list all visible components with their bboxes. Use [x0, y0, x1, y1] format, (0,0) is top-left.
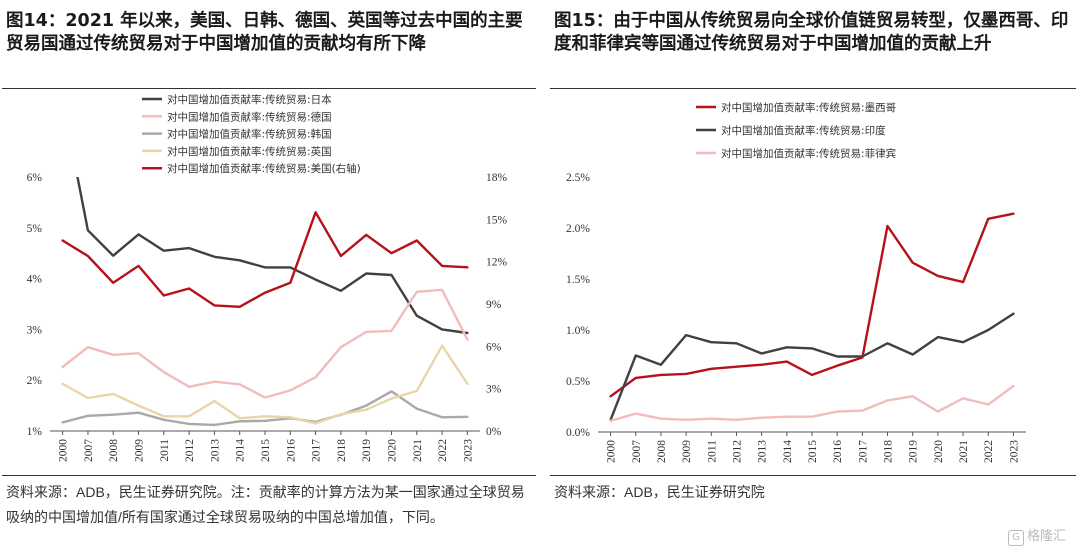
y-tick-label: 2.0% [566, 223, 590, 235]
x-tick-label: 2000 [606, 440, 618, 463]
source-rule [550, 475, 1076, 476]
x-tick-label: 2016 [832, 440, 844, 463]
y2-tick-label: 0% [486, 426, 502, 438]
x-tick-label: 2015 [260, 439, 272, 462]
x-tick-label: 2011 [706, 440, 718, 463]
left-figure-panel: 图14：2021 年以来，美国、日韩、德国、英国等过去中国的主要贸易国通过传统贸… [2, 11, 536, 525]
legend-label: 对中国增加值贡献率:传统贸易:日本 [167, 93, 332, 106]
legend-label: 对中国增加值贡献率:传统贸易:韩国 [167, 128, 332, 141]
source-note: 资料来源：ADB，民生证券研究院 [554, 484, 765, 500]
legend-label: 对中国增加值贡献率:传统贸易:德国 [167, 110, 332, 123]
line-chart: 对中国增加值贡献率:传统贸易:墨西哥对中国增加值贡献率:传统贸易:印度对中国增加… [566, 101, 1026, 463]
y-tick-label: 2.5% [566, 172, 590, 184]
x-tick-label: 2014 [235, 439, 247, 462]
title-rule [2, 88, 536, 89]
title-rule [550, 88, 1076, 89]
y2-tick-label: 15% [486, 214, 508, 226]
y-tick-label: 3% [27, 324, 43, 336]
watermark-text: 格隆汇 [1026, 529, 1066, 544]
right-figure-panel: 图15：由于中国从传统贸易向全球价值链贸易转型，仅墨西哥、印度和菲律宾等国通过传… [548, 0, 1080, 552]
x-tick-label: 2018 [336, 439, 348, 462]
y-tick-label: 1.5% [566, 274, 590, 286]
x-tick-label: 2016 [285, 439, 297, 462]
x-tick-label: 2023 [462, 439, 474, 462]
line-chart: 对中国增加值贡献率:传统贸易:日本对中国增加值贡献率:传统贸易:德国对中国增加值… [27, 93, 508, 462]
y-tick-label: 1% [27, 426, 43, 438]
y-tick-label: 6% [27, 172, 43, 184]
legend-label: 对中国增加值贡献率:传统贸易:菲律宾 [721, 147, 896, 160]
x-tick-label: 2009 [134, 439, 146, 462]
x-tick-label: 2007 [83, 439, 95, 462]
x-tick-label: 2019 [361, 439, 373, 462]
x-tick-label: 2014 [782, 440, 794, 463]
y-tick-label: 1.0% [566, 325, 590, 337]
x-tick-label: 2008 [108, 439, 120, 462]
legend-label: 对中国增加值贡献率:传统贸易:英国 [167, 145, 332, 158]
x-tick-label: 2022 [437, 439, 449, 462]
x-tick-label: 2012 [184, 439, 196, 462]
x-tick-label: 2019 [908, 440, 920, 463]
x-tick-label: 2013 [757, 440, 769, 463]
series-line [61, 344, 469, 425]
x-tick-label: 2021 [958, 440, 970, 463]
series-line [609, 212, 1015, 398]
x-tick-label: 2020 [386, 439, 398, 462]
y-tick-label: 4% [27, 274, 43, 286]
y2-tick-label: 18% [486, 172, 508, 184]
y-tick-label: 5% [27, 223, 43, 235]
x-tick-label: 2022 [983, 440, 995, 463]
figure-title: 图14：2021 年以来，美国、日韩、德国、英国等过去中国的主要贸易国通过传统贸… [6, 11, 523, 54]
legend-label: 对中国增加值贡献率:传统贸易:美国(右轴) [167, 162, 361, 175]
y-tick-label: 0.5% [566, 376, 590, 388]
x-tick-label: 2008 [656, 440, 668, 463]
series-line [61, 211, 469, 309]
y-tick-label: 2% [27, 375, 43, 387]
y2-tick-label: 9% [486, 299, 502, 311]
x-tick-label: 2017 [311, 439, 323, 462]
watermark: G 格隆汇 [1007, 525, 1066, 546]
y2-tick-label: 3% [486, 384, 502, 396]
y-tick-label: 0.0% [566, 427, 590, 439]
series-line [61, 288, 469, 399]
x-tick-label: 2020 [933, 440, 945, 463]
series-line [76, 177, 469, 335]
series-group [61, 177, 469, 427]
x-tick-label: 2007 [631, 440, 643, 463]
x-tick-label: 2000 [58, 439, 70, 462]
source-rule [2, 475, 536, 476]
x-tick-label: 2017 [857, 440, 869, 463]
watermark-logo-icon: G [1007, 530, 1024, 546]
figure-title: 图15：由于中国从传统贸易向全球价值链贸易转型，仅墨西哥、印度和菲律宾等国通过传… [554, 11, 1069, 54]
x-tick-label: 2021 [412, 439, 424, 462]
x-tick-label: 2018 [883, 440, 895, 463]
source-note: 资料来源：ADB，民生证券研究院。注：贡献率的计算方法为某一国家通过全球贸易吸纳… [6, 484, 525, 525]
x-tick-label: 2015 [807, 440, 819, 463]
series-group [609, 212, 1015, 422]
x-tick-label: 2011 [159, 439, 171, 462]
x-tick-label: 2013 [209, 439, 221, 462]
legend-label: 对中国增加值贡献率:传统贸易:墨西哥 [721, 101, 896, 114]
x-tick-label: 2023 [1008, 440, 1020, 463]
y2-tick-label: 12% [486, 257, 508, 269]
series-line [609, 384, 1015, 422]
series-line [609, 312, 1015, 421]
x-tick-label: 2012 [731, 440, 743, 463]
legend-label: 对中国增加值贡献率:传统贸易:印度 [721, 124, 886, 137]
x-tick-label: 2009 [681, 440, 693, 463]
y2-tick-label: 6% [486, 341, 502, 353]
